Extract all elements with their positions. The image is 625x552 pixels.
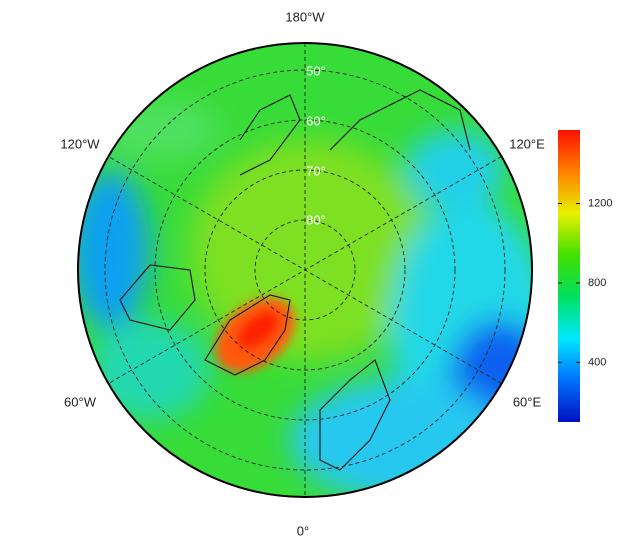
longitude-label: 60°E bbox=[513, 394, 542, 409]
longitude-label: 60°W bbox=[64, 394, 97, 409]
colorbar-tick-label: 400 bbox=[588, 356, 606, 368]
meridian bbox=[108, 156, 502, 384]
latitude-label: 80° bbox=[306, 212, 326, 227]
colorbar-tick-label: 800 bbox=[588, 277, 606, 289]
longitude-label: 120°E bbox=[509, 136, 545, 151]
latitude-label: 50° bbox=[306, 63, 326, 78]
graticule bbox=[104, 43, 506, 497]
latitude-label: 70° bbox=[306, 163, 326, 178]
colorbar-scale bbox=[558, 130, 580, 422]
colorbar-tick-label: 1200 bbox=[588, 197, 612, 209]
labels: 180°W 120°E 120°W 60°W 60°E 0° 50° 60° 70° 80° bbox=[60, 9, 545, 538]
longitude-label: 120°W bbox=[60, 136, 100, 151]
longitude-label: 180°W bbox=[285, 9, 325, 24]
map-border bbox=[77, 42, 533, 498]
latitude-label: 60° bbox=[306, 113, 326, 128]
latitude-circle bbox=[154, 119, 456, 421]
longitude-label: 0° bbox=[297, 523, 309, 538]
colorbar: 400 800 1200 bbox=[558, 130, 612, 422]
latitude-circle bbox=[254, 219, 356, 321]
latitude-circle bbox=[104, 69, 506, 471]
